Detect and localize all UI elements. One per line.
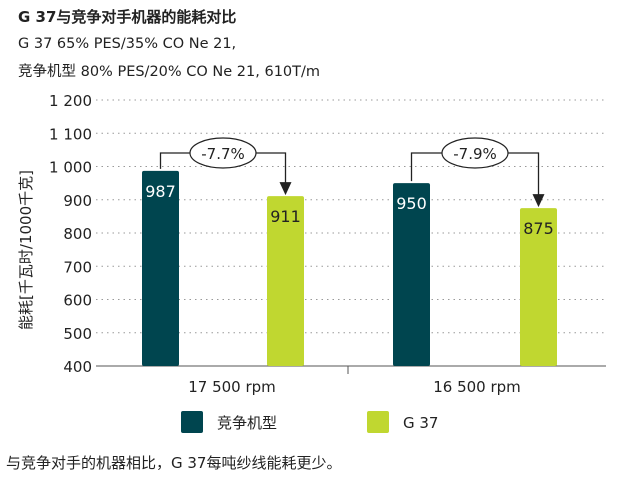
difference-label: -7.9% — [453, 145, 497, 163]
y-tick-label: 500 — [63, 325, 92, 343]
arrow-head-icon — [532, 194, 545, 208]
y-tick-label: 1 100 — [49, 125, 92, 143]
legend-label: 竞争机型 — [217, 414, 277, 432]
arrow-head-icon — [279, 182, 292, 196]
chart-footnote: 与竞争对手的机器相比，G 37每吨纱线能耗更少。 — [6, 454, 342, 472]
x-tick-label: 16 500 rpm — [433, 378, 521, 396]
bar-value-label: 911 — [270, 207, 301, 226]
legend-label: G 37 — [403, 414, 438, 432]
y-tick-label: 600 — [63, 292, 92, 310]
bar — [142, 170, 179, 366]
chart-title: G 37与竞争对手机器的能耗对比 — [18, 8, 237, 26]
difference-badge — [189, 137, 257, 169]
difference-badge — [441, 137, 509, 169]
y-tick-label: 700 — [63, 258, 92, 276]
y-tick-label: 400 — [63, 358, 92, 376]
difference-label: -7.7% — [201, 145, 245, 163]
bar-value-label: 875 — [523, 219, 554, 238]
bar — [393, 183, 430, 366]
chart-subtitle-1: G 37 65% PES/35% CO Ne 21, — [18, 36, 237, 52]
legend-swatch — [367, 411, 389, 433]
bar — [267, 196, 304, 366]
x-tick-label: 17 500 rpm — [188, 378, 276, 396]
bar-value-label: 987 — [145, 182, 176, 201]
bar — [520, 208, 557, 366]
chart-subtitle-2: 竞争机型 80% PES/20% CO Ne 21, 610T/m — [18, 64, 321, 80]
y-tick-label: 1 000 — [49, 159, 92, 177]
legend-swatch — [181, 411, 203, 433]
y-tick-label: 900 — [63, 192, 92, 210]
y-tick-label: 800 — [63, 225, 92, 243]
y-tick-label: 1 200 — [49, 92, 92, 110]
y-axis-label: 能耗[千瓦时/1000千克] — [17, 170, 35, 330]
bar-value-label: 950 — [396, 194, 427, 213]
